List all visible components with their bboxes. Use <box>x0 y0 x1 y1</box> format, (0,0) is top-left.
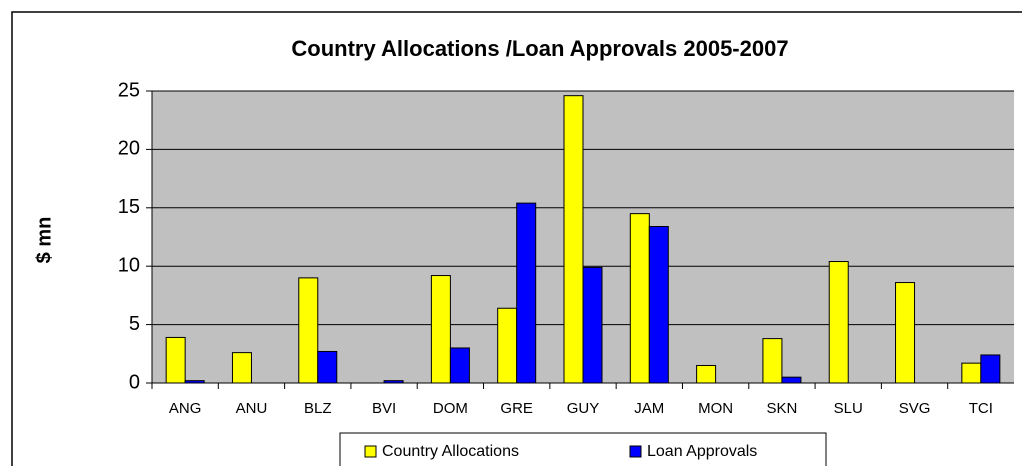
x-tick-label: SVG <box>899 400 931 417</box>
legend-swatch <box>364 445 377 458</box>
y-axis-label: $ mn <box>33 217 55 264</box>
x-tick-label: SLU <box>834 400 863 417</box>
bar <box>961 362 982 384</box>
bar <box>449 347 470 384</box>
legend-label: Country Allocations <box>382 443 519 460</box>
bar <box>298 277 319 384</box>
y-tick-label: 20 <box>118 138 140 160</box>
bar <box>563 95 584 384</box>
chart-title: Country Allocations /Loan Approvals 2005… <box>291 36 788 61</box>
y-tick-label: 15 <box>118 196 140 218</box>
bar <box>497 307 518 384</box>
bar <box>516 202 537 384</box>
x-tick-label: GUY <box>567 400 600 417</box>
x-tick-label: ANG <box>169 400 202 417</box>
y-tick-label: 25 <box>118 79 140 101</box>
bar <box>696 364 717 384</box>
x-tick-label: TCI <box>969 400 993 417</box>
x-tick-label: ANU <box>236 400 268 417</box>
bar <box>828 261 849 384</box>
bar <box>980 354 1001 384</box>
bar <box>781 376 802 384</box>
x-tick-label: BVI <box>372 400 396 417</box>
bar <box>629 213 650 384</box>
bar <box>430 275 451 384</box>
bar <box>231 352 252 384</box>
bar <box>317 350 338 384</box>
x-tick-label: BLZ <box>304 400 332 417</box>
bar <box>895 282 916 384</box>
legend-swatch <box>629 445 642 458</box>
legend-label: Loan Approvals <box>647 443 757 460</box>
legend <box>339 432 827 466</box>
y-tick-label: 0 <box>129 371 140 393</box>
x-tick-label: SKN <box>767 400 798 417</box>
bar <box>165 336 186 384</box>
x-tick-label: JAM <box>634 400 664 417</box>
y-tick-label: 10 <box>118 254 140 276</box>
bar <box>582 266 603 384</box>
x-tick-label: DOM <box>433 400 468 417</box>
y-tick-label: 5 <box>129 313 140 335</box>
x-tick-label: MON <box>698 400 733 417</box>
x-tick-label: GRE <box>500 400 533 417</box>
bar <box>648 225 669 384</box>
bar <box>762 338 783 384</box>
